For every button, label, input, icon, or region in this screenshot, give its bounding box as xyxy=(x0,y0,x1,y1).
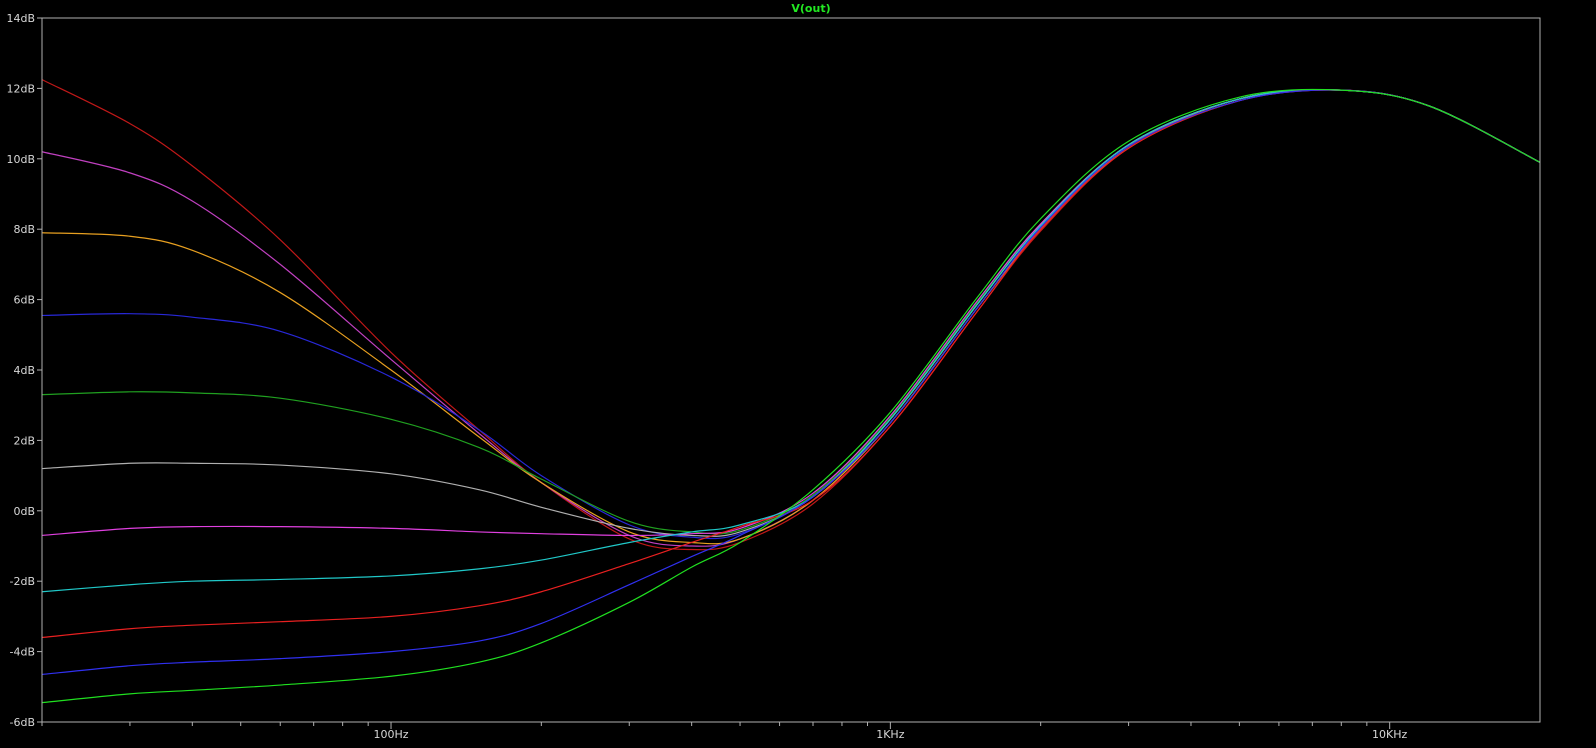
x-tick-label: 100Hz xyxy=(373,728,408,741)
y-tick-label: -2dB xyxy=(10,575,36,588)
y-tick-label: -4dB xyxy=(10,646,36,659)
trace-8 xyxy=(41,89,1541,593)
y-tick-label: 6dB xyxy=(13,294,35,307)
y-tick-label: 4dB xyxy=(13,364,35,377)
y-tick-label: 8dB xyxy=(13,223,35,236)
y-tick-label: 14dB xyxy=(6,12,35,25)
y-axis: 14dB 12dB 10dB 8dB 6dB 4dB 2dB 0dB -2dB -4dB -6dB xyxy=(6,12,42,729)
y-tick-label: 12dB xyxy=(6,82,35,95)
x-axis: 100Hz 1KHz 10KHz xyxy=(41,722,1408,741)
y-tick-label: 10dB xyxy=(6,153,35,166)
trace-11 xyxy=(41,88,1541,704)
x-tick-label: 10KHz xyxy=(1372,728,1407,741)
traces-group xyxy=(41,79,1541,704)
x-tick-label: 1KHz xyxy=(876,728,904,741)
y-tick-label: 0dB xyxy=(13,505,35,518)
chart-title: V(out) xyxy=(791,2,830,15)
y-tick-label: -6dB xyxy=(10,716,36,729)
trace-10 xyxy=(41,89,1541,676)
y-tick-label: 2dB xyxy=(13,434,35,447)
